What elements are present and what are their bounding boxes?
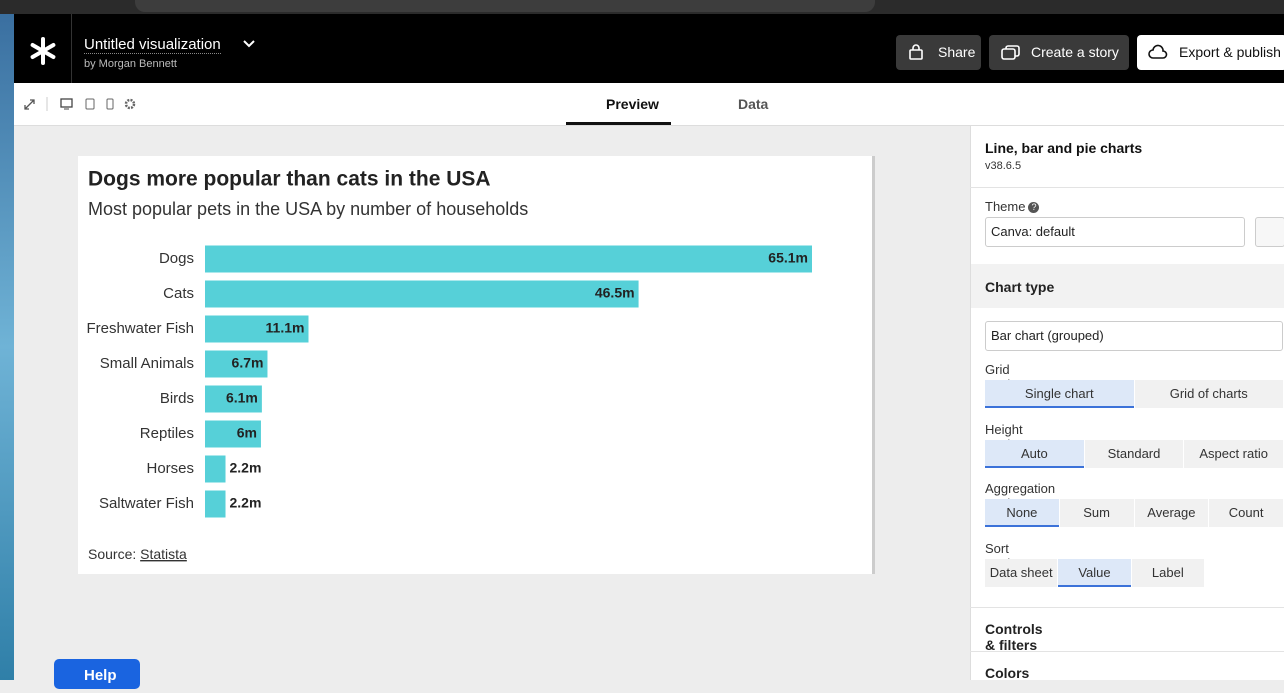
value-label: 6m [237, 425, 257, 441]
category-label: Birds [160, 390, 194, 407]
version: v38.6.5 [985, 160, 1022, 172]
chart: Dogs more popular than cats in the USA M… [86, 168, 812, 562]
help-icon[interactable]: ? [1028, 202, 1040, 213]
refresh-button[interactable] [1255, 217, 1284, 247]
segment-option[interactable]: Sum [1059, 499, 1134, 527]
category-label: Reptiles [140, 425, 194, 442]
export-button[interactable]: Export & publish [1137, 35, 1284, 70]
tab[interactable]: Data [738, 96, 769, 112]
category-label: Dogs [159, 250, 194, 267]
value-label: 46.5m [595, 285, 635, 301]
chart-type-header[interactable] [971, 264, 1284, 308]
divider [71, 14, 72, 83]
section-title[interactable]: Colors [985, 665, 1030, 681]
category-label: Cats [163, 285, 194, 302]
text: Theme [985, 199, 1026, 214]
label: Export & publish [1179, 44, 1281, 60]
section-title: Chart type [985, 279, 1055, 295]
segment-option[interactable]: Average [1134, 499, 1209, 527]
logo [30, 37, 56, 65]
value: Canva: default [991, 224, 1075, 239]
divider [970, 651, 1284, 652]
theme-select[interactable]: Canva: default [985, 217, 1245, 247]
byline: by Morgan Bennett [84, 58, 177, 70]
segment-option[interactable]: None [985, 499, 1059, 527]
source-label: Source: [88, 546, 136, 562]
story-icon [1001, 45, 1020, 60]
value: Bar chart (grouped) [991, 328, 1104, 343]
tab-underline [566, 122, 671, 125]
value-label: 11.1m [266, 320, 305, 336]
chart-type-select[interactable]: Bar chart (grouped) [985, 321, 1283, 351]
device-icons[interactable] [22, 96, 142, 112]
value-label: 6.1m [226, 390, 258, 406]
chevron[interactable] [242, 39, 256, 49]
chart-title: Dogs more popular than cats in the USA [88, 168, 491, 191]
segment-option[interactable]: Grid of charts [1134, 380, 1283, 408]
bar [205, 420, 261, 448]
divider [970, 607, 1284, 608]
bar [205, 245, 812, 273]
segment-option[interactable]: Single chart [985, 380, 1134, 408]
value-label: 65.1m [768, 250, 808, 266]
segment-option[interactable]: Value [1058, 559, 1131, 587]
theme-label: Theme? [985, 199, 1040, 214]
category-label: Horses [146, 460, 194, 477]
help-button[interactable]: Help [54, 659, 140, 689]
label: Create a story [1031, 44, 1119, 60]
bar [205, 280, 639, 308]
segment-option[interactable]: Aspect ratio [1184, 440, 1283, 468]
cloud-icon [1148, 44, 1168, 59]
label: Share [938, 44, 976, 60]
bar [205, 455, 226, 483]
url-bar [135, 0, 875, 12]
section-title[interactable]: Controls & filters [985, 621, 1043, 653]
bar [205, 315, 309, 343]
panel-title: Line, bar and pie charts [985, 140, 1143, 156]
bar [205, 490, 226, 518]
viz-title[interactable]: Untitled visualization [84, 36, 221, 54]
value-label: 6.7m [232, 355, 264, 371]
category-label: Saltwater Fish [99, 495, 194, 512]
lock-icon [909, 44, 923, 60]
tab[interactable]: Preview [606, 96, 659, 112]
segment-option[interactable]: Auto [985, 440, 1084, 468]
value-label: 2.2m [230, 460, 262, 476]
label: Help [84, 667, 117, 684]
value-label: 2.2m [230, 495, 262, 511]
category-label: Freshwater Fish [86, 320, 194, 337]
segment-option[interactable]: Count [1209, 499, 1283, 527]
segment-option[interactable]: Data sheet [985, 559, 1058, 587]
bar [205, 350, 268, 378]
chart-card: Dogs more popular than cats in the USA M… [78, 156, 875, 574]
chart-subtitle: Most popular pets in the USA by number o… [88, 199, 528, 219]
segment-option[interactable]: Label [1131, 559, 1204, 587]
source-link[interactable]: Statista [140, 546, 187, 562]
source: Source: Statista [88, 546, 187, 562]
toolbar [14, 83, 1284, 126]
desktop-edge [0, 14, 14, 680]
divider [970, 187, 1284, 188]
category-label: Small Animals [100, 355, 194, 372]
bar [205, 385, 262, 413]
segment-option[interactable]: Standard [1084, 440, 1184, 468]
